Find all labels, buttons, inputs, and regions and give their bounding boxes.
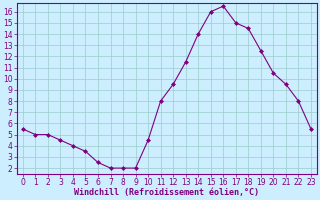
X-axis label: Windchill (Refroidissement éolien,°C): Windchill (Refroidissement éolien,°C) <box>74 188 260 197</box>
